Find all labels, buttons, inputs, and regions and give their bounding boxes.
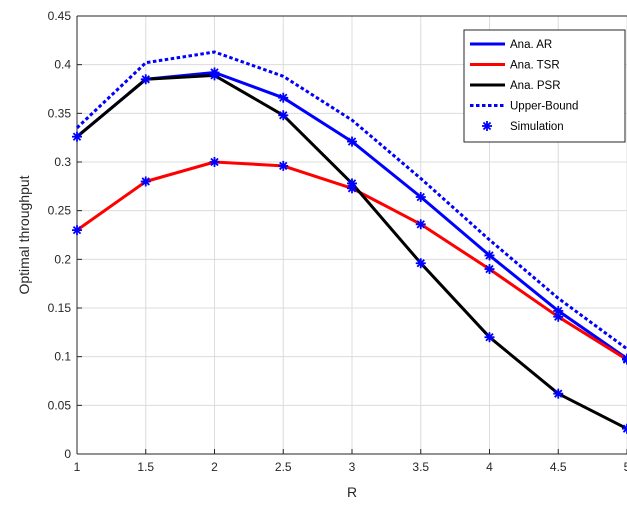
- marker-stroke: [416, 259, 425, 268]
- marker-stroke: [554, 312, 563, 321]
- marker-stroke: [622, 424, 627, 430]
- marker-stroke: [485, 333, 494, 342]
- simulation-marker: [415, 219, 426, 230]
- marker-stroke: [554, 389, 563, 398]
- marker-stroke: [347, 137, 357, 146]
- x-axis-label: R: [347, 484, 357, 500]
- marker-stroke: [485, 251, 494, 260]
- y-axis-label: Optimal throughput: [16, 175, 32, 294]
- simulation-marker: [622, 423, 627, 434]
- marker-stroke: [279, 111, 288, 120]
- legend: Ana. AR Ana. TSR Ana. PSR Upper-Bound Simula…: [463, 29, 626, 143]
- legend-item: Ana. AR: [470, 39, 552, 51]
- simulation-marker: [140, 176, 151, 187]
- simulation-marker: [484, 264, 495, 275]
- simulation-marker: [415, 258, 426, 269]
- simulation-marker: [347, 178, 357, 189]
- x-tick-label: 3: [349, 460, 356, 474]
- marker-stroke: [485, 264, 494, 274]
- x-tick-label: 5: [624, 460, 627, 474]
- marker-layer: [72, 67, 627, 434]
- marker-stroke: [72, 132, 82, 141]
- simulation-marker: [140, 74, 151, 85]
- x-tick-label: 1: [74, 460, 81, 474]
- marker-stroke: [279, 93, 288, 102]
- simulation-marker: [278, 160, 289, 171]
- marker-stroke: [622, 358, 627, 364]
- marker-stroke: [279, 161, 288, 171]
- simulation-marker: [415, 192, 426, 203]
- marker-stroke: [416, 220, 425, 229]
- marker-stroke: [210, 71, 219, 80]
- x-tick-label: 3.5: [412, 460, 429, 474]
- marker-stroke: [72, 225, 82, 235]
- simulation-marker: [622, 354, 627, 365]
- x-tick-label: 2: [211, 460, 218, 474]
- x-tick-label: 2.5: [275, 460, 292, 474]
- simulation-marker: [347, 136, 357, 147]
- marker-stroke: [622, 355, 627, 361]
- x-tick-label: 1.5: [137, 460, 154, 474]
- simulation-marker: [484, 250, 495, 261]
- y-tick-label: 0.35: [48, 106, 72, 120]
- simulation-marker: [484, 332, 495, 343]
- axes: 1 1.5 2 2.5 3 3.5 4 4.5 5 0 0.05 0.1 0.15 0.2 0.25 0.3 0…: [48, 9, 627, 474]
- y-tick-label: 0: [64, 447, 71, 461]
- simulation-marker: [278, 110, 289, 121]
- legend-item: Simulation: [482, 121, 564, 133]
- simulation-marker: [553, 311, 564, 322]
- marker-stroke: [210, 157, 219, 167]
- y-tick-label: 0.45: [48, 9, 72, 23]
- legend-label: Simulation: [510, 121, 564, 133]
- simulation-marker: [209, 157, 220, 167]
- simulation-marker: [209, 70, 220, 81]
- simulation-marker: [72, 225, 82, 236]
- x-tick-label: 4.5: [550, 460, 567, 474]
- marker-stroke: [141, 177, 150, 186]
- y-tick-label: 0.2: [54, 252, 71, 266]
- marker-stroke: [482, 121, 492, 131]
- legend-label: Ana. TSR: [510, 60, 560, 72]
- marker-stroke: [347, 179, 357, 188]
- simulation-marker: [553, 388, 564, 399]
- series-line-upper-bound: [75, 50, 627, 351]
- legend-item: Ana. TSR: [470, 60, 560, 72]
- legend-label: Ana. AR: [510, 39, 552, 51]
- marker-stroke: [141, 75, 150, 84]
- y-tick-label: 0.1: [54, 350, 71, 364]
- x-tick-label: 4: [486, 460, 493, 474]
- y-tick-label: 0.05: [48, 398, 72, 412]
- legend-label: Upper-Bound: [510, 101, 578, 113]
- y-tick-label: 0.25: [48, 204, 72, 218]
- marker-stroke: [622, 427, 627, 433]
- legend-item: Ana. PSR: [470, 80, 561, 92]
- y-tick-label: 0.4: [54, 58, 71, 72]
- legend-marker: [482, 121, 492, 131]
- legend-label: Ana. PSR: [510, 80, 561, 92]
- simulation-marker: [72, 131, 82, 142]
- marker-stroke: [416, 192, 425, 202]
- y-tick-label: 0.3: [54, 155, 71, 169]
- simulation-marker: [278, 92, 289, 103]
- legend-item: Upper-Bound: [470, 101, 578, 113]
- y-tick-label: 0.15: [48, 301, 72, 315]
